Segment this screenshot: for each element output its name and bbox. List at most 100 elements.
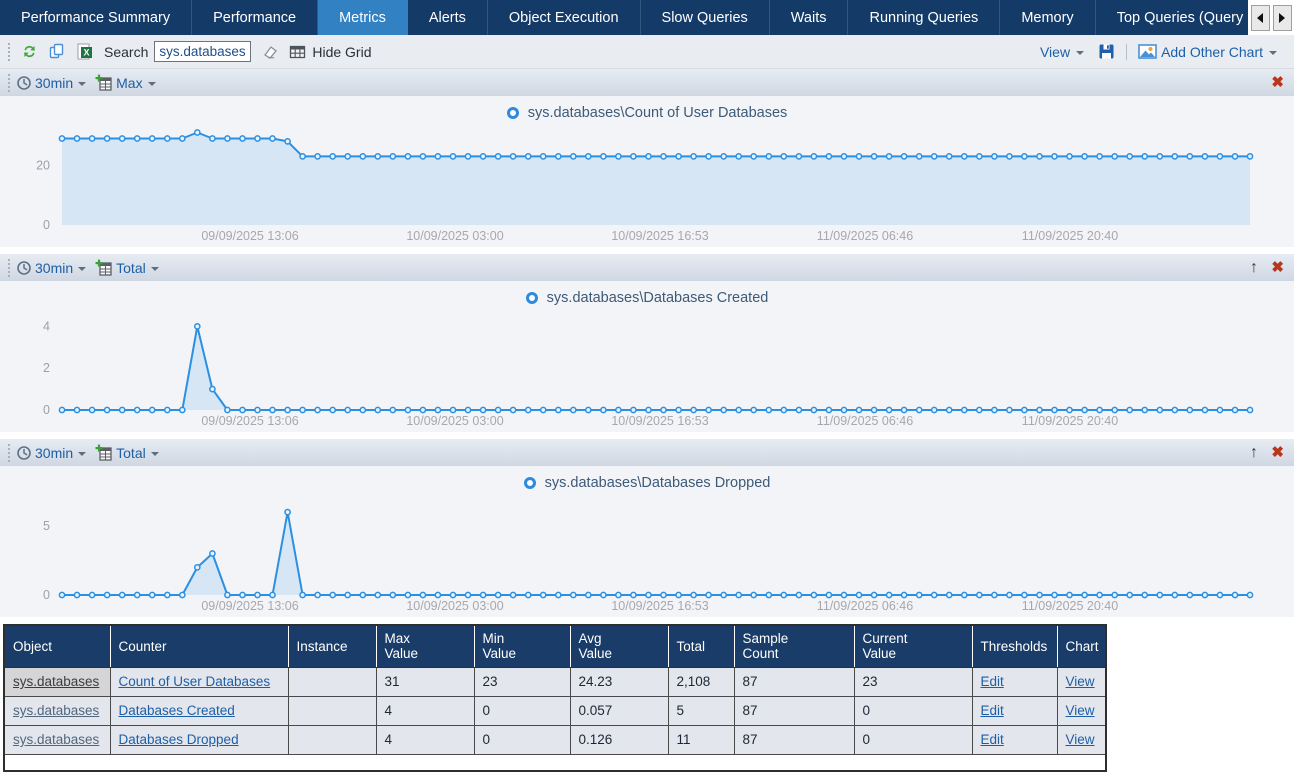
tab-object-execution[interactable]: Object Execution: [488, 0, 641, 35]
chevron-down-icon: [1269, 50, 1277, 55]
tab-slow-queries[interactable]: Slow Queries: [641, 0, 770, 35]
object-link[interactable]: sys.databases: [13, 674, 100, 689]
close-chart-button[interactable]: ✖: [1271, 74, 1284, 91]
counter-link-cell: Databases Created: [110, 696, 289, 726]
tab-performance-summary[interactable]: Performance Summary: [0, 0, 193, 35]
table-row: sys.databases Databases Dropped 4 0 0.126 11 8…: [5, 725, 1105, 755]
max-value-cell: 4: [376, 725, 475, 755]
table-header-row: Object Counter Instance Max Value Min Value A…: [5, 626, 1105, 668]
instance-cell: [288, 667, 377, 697]
current-value-cell: 23: [854, 667, 973, 697]
chart-title: sys.databases\Count of User Databases: [527, 105, 788, 121]
thresholds-edit-link-cell: Edit: [972, 667, 1058, 697]
copy-button[interactable]: [48, 43, 65, 60]
refresh-button[interactable]: [21, 43, 38, 60]
column-header-object[interactable]: Object: [5, 626, 111, 668]
chevron-down-icon: [147, 81, 156, 86]
object-link[interactable]: sys.databases: [13, 703, 100, 718]
column-header-current-value[interactable]: Current Value: [854, 626, 973, 668]
avg-value-cell: 24.23: [570, 667, 669, 697]
column-header-sample-count[interactable]: Sample Count: [734, 626, 855, 668]
thresholds-edit-link[interactable]: Edit: [980, 674, 1004, 689]
aggregation-dropdown[interactable]: Total: [116, 259, 146, 276]
close-chart-button[interactable]: ✖: [1271, 444, 1284, 461]
clock-icon: [17, 260, 31, 275]
tab-top-queries-query[interactable]: Top Queries (Query: [1096, 0, 1248, 35]
clear-search-button[interactable]: [261, 44, 279, 60]
thresholds-edit-link[interactable]: Edit: [980, 703, 1004, 718]
svg-text:2: 2: [43, 361, 50, 375]
excel-export-icon: X: [77, 43, 92, 60]
tab-scroll-left-button[interactable]: [1250, 4, 1270, 31]
series-marker-icon: [506, 107, 519, 119]
chart-view-link[interactable]: View: [1065, 732, 1095, 747]
object-link-cell: sys.databases: [5, 725, 111, 755]
grid-icon: [290, 45, 306, 58]
chart-legend: sys.databases\Count of User Databases: [0, 96, 1294, 125]
svg-text:11/09/2025 06:46: 11/09/2025 06:46: [817, 229, 913, 243]
chart-plot: 0 20 09/09/2025 13:06 10/09/2025 03:00 10/09…: [36, 129, 1254, 243]
svg-text:11/09/2025 20:40: 11/09/2025 20:40: [1022, 599, 1118, 613]
instance-cell: [288, 725, 377, 755]
chart-header: 30min Max ✖: [0, 69, 1294, 96]
thresholds-edit-link-cell: Edit: [972, 696, 1058, 726]
total-cell: 5: [668, 696, 735, 726]
column-header-instance[interactable]: Instance: [288, 626, 377, 668]
counter-link[interactable]: Count of User Databases: [118, 674, 271, 689]
chart-view-link-cell: View: [1057, 696, 1105, 726]
column-header-min-value[interactable]: Min Value: [474, 626, 571, 668]
interval-dropdown[interactable]: 30min: [35, 444, 74, 461]
column-header-counter[interactable]: Counter: [110, 626, 289, 668]
tab-memory[interactable]: Memory: [1000, 0, 1096, 35]
tab-waits[interactable]: Waits: [770, 0, 849, 35]
search-input[interactable]: [154, 41, 252, 62]
chart-header: 30min Total ↑ ✖: [0, 439, 1294, 466]
column-header-chart[interactable]: Chart: [1057, 626, 1105, 668]
chart-view-link[interactable]: View: [1065, 703, 1095, 718]
close-chart-button[interactable]: ✖: [1271, 259, 1284, 276]
current-value-cell: 0: [854, 725, 973, 755]
counter-link[interactable]: Databases Dropped: [118, 732, 239, 747]
export-excel-button[interactable]: X: [75, 43, 93, 60]
column-header-avg-value[interactable]: Avg Value: [570, 626, 669, 668]
add-other-chart-dropdown[interactable]: Add Other Chart: [1138, 43, 1281, 60]
svg-text:0: 0: [43, 218, 50, 232]
column-header-max-value[interactable]: Max Value: [376, 626, 475, 668]
hide-grid-button[interactable]: Hide Grid: [289, 44, 377, 60]
tab-metrics[interactable]: Metrics: [318, 0, 408, 35]
total-cell: 11: [668, 725, 735, 755]
move-chart-up-button[interactable]: ↑: [1250, 443, 1258, 461]
series-marker-icon: [523, 477, 536, 489]
tab-running-queries[interactable]: Running Queries: [848, 0, 1001, 35]
thresholds-edit-link[interactable]: Edit: [980, 732, 1004, 747]
object-link[interactable]: sys.databases: [13, 732, 100, 747]
tab-alerts[interactable]: Alerts: [408, 0, 488, 35]
instance-cell: [288, 696, 377, 726]
counter-link[interactable]: Databases Created: [118, 703, 235, 718]
tab-scroll-right-button[interactable]: [1272, 4, 1292, 31]
chart-legend: sys.databases\Databases Dropped: [0, 466, 1294, 495]
save-button[interactable]: [1098, 43, 1115, 60]
interval-dropdown[interactable]: 30min: [35, 259, 74, 276]
counter-link-cell: Databases Dropped: [110, 725, 289, 755]
aggregation-dropdown[interactable]: Total: [116, 444, 146, 461]
eraser-icon: [264, 45, 278, 59]
column-header-total[interactable]: Total: [668, 626, 735, 668]
column-header-thresholds[interactable]: Thresholds: [972, 626, 1058, 668]
chart-header: 30min Total ↑ ✖: [0, 254, 1294, 281]
view-dropdown[interactable]: View: [1036, 44, 1088, 60]
chart-view-link[interactable]: View: [1065, 674, 1095, 689]
aggregation-dropdown[interactable]: Max: [116, 74, 143, 91]
avg-value-cell: 0.057: [570, 696, 669, 726]
tab-performance[interactable]: Performance: [192, 0, 319, 35]
interval-dropdown[interactable]: 30min: [35, 74, 74, 91]
move-chart-up-button[interactable]: ↑: [1250, 258, 1258, 276]
svg-text:10/09/2025 16:53: 10/09/2025 16:53: [611, 229, 708, 243]
chevron-down-icon: [78, 451, 87, 456]
save-icon: [1099, 44, 1114, 59]
svg-text:09/09/2025 13:06: 09/09/2025 13:06: [201, 229, 298, 243]
toolbar-grip: [8, 42, 10, 61]
panel-grip: [8, 258, 10, 277]
view-label: View: [1039, 43, 1071, 60]
chart-view-link-cell: View: [1057, 667, 1105, 697]
